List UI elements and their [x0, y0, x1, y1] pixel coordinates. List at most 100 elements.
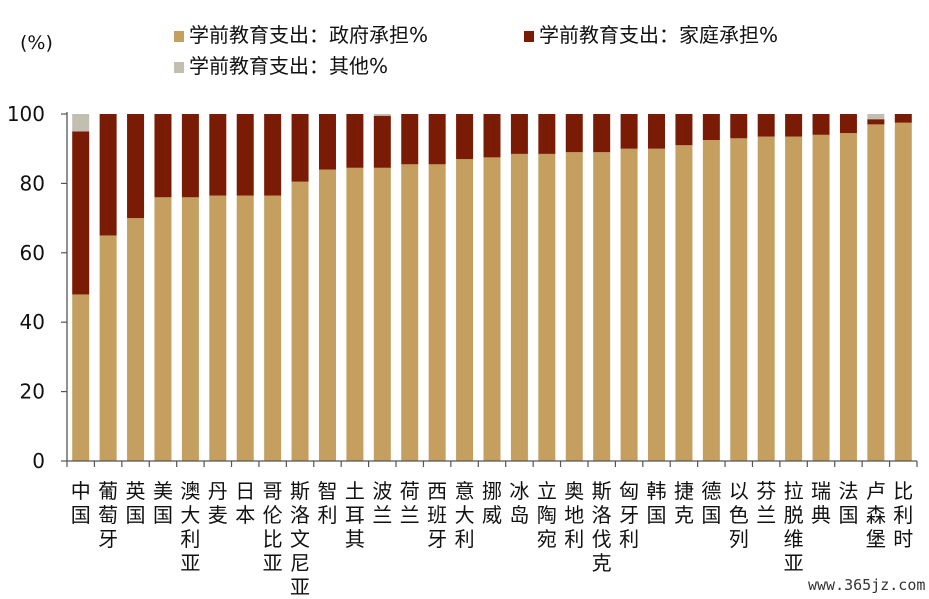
x-category-label: 法国	[838, 479, 858, 527]
x-category-label: 立陶宛	[537, 479, 557, 551]
x-category-label: 捷克	[674, 479, 694, 527]
bar-segment-government	[593, 152, 611, 462]
bar-segment-family	[593, 114, 611, 153]
bar-segment-government	[785, 136, 803, 461]
bar-segment-family	[72, 131, 90, 295]
bar-segment-other	[72, 114, 90, 132]
y-unit-label: (%)	[20, 32, 53, 54]
bar-segment-family	[894, 114, 912, 123]
x-category-label: 波兰	[372, 479, 392, 527]
legend-label: 学前教育支出：家庭承担%	[539, 23, 778, 47]
y-tick-label: 100	[7, 102, 45, 126]
legend-swatch	[524, 31, 534, 42]
bar-segment-government	[154, 197, 172, 461]
bar-segment-government	[127, 218, 145, 461]
y-tick-label: 0	[32, 449, 45, 473]
legend-label: 学前教育支出：政府承担%	[189, 23, 428, 47]
bar-segment-family	[483, 114, 501, 158]
x-category-label: 奥地利	[564, 479, 584, 551]
bar-segment-government	[291, 181, 309, 461]
x-category-label: 英国	[126, 479, 146, 527]
bar-segment-family	[456, 114, 474, 160]
x-category-label: 卢森堡	[866, 479, 886, 551]
bar-segment-family	[373, 115, 391, 168]
x-category-label: 以色列	[729, 479, 749, 551]
x-category-label: 斯洛伐克	[592, 479, 612, 575]
x-category-label: 西班牙	[427, 479, 447, 551]
bar-segment-government	[894, 122, 912, 462]
bar-segment-family	[620, 114, 638, 149]
bar-segment-family	[99, 114, 117, 236]
bar-segment-family	[812, 114, 830, 135]
y-tick-label: 40	[20, 310, 45, 334]
x-category-label: 冰岛	[509, 479, 529, 527]
bar-segment-government	[675, 145, 693, 462]
bar-segment-government	[565, 152, 583, 462]
x-category-label: 瑞典	[811, 479, 831, 527]
y-tick-label: 20	[20, 380, 45, 404]
bar-segment-family	[648, 114, 666, 149]
bar-segment-family	[181, 114, 199, 198]
legend: 学前教育支出：政府承担% 学前教育支出：家庭承担% 学前教育支出：其他%	[174, 23, 778, 78]
bar-segment-family	[428, 114, 446, 165]
bar-segment-government	[839, 133, 857, 461]
bar-segment-government	[510, 153, 528, 461]
bar-segment-family	[675, 114, 693, 146]
bar-segment-family	[318, 114, 336, 170]
legend-swatch	[174, 62, 184, 73]
x-category-label: 挪威	[482, 479, 502, 527]
bar-segment-government	[456, 159, 474, 462]
bar-segment-government	[538, 153, 556, 461]
legend-swatch	[174, 31, 184, 42]
legend-label: 学前教育支出：其他%	[189, 54, 388, 78]
bar-segment-family	[264, 114, 282, 196]
x-category-label: 美国	[153, 479, 173, 527]
x-category-label: 丹麦	[208, 479, 228, 527]
x-category-label: 比利时	[893, 479, 913, 551]
bar-segment-family	[565, 114, 583, 153]
bar-segment-government	[181, 197, 199, 461]
y-tick-label: 60	[20, 241, 45, 265]
bar-segment-government	[72, 294, 90, 461]
bar-segment-government	[264, 195, 282, 462]
x-category-label: 智利	[317, 479, 337, 527]
bar-segment-family	[757, 114, 775, 137]
bar-segment-family	[510, 114, 528, 154]
x-category-label: 澳大利亚	[180, 479, 200, 575]
bar-segment-family	[730, 114, 748, 139]
bar-segment-family	[538, 114, 556, 154]
bar-segment-family	[291, 114, 309, 182]
bar-segment-government	[702, 140, 720, 461]
bar-segment-government	[757, 136, 775, 461]
bar-segment-government	[318, 169, 336, 461]
x-category-label: 日本	[235, 479, 255, 527]
x-category-label: 哥伦比亚	[263, 479, 283, 575]
bar-segment-government	[620, 148, 638, 461]
x-category-label: 韩国	[647, 479, 667, 527]
bar-segment-family	[154, 114, 172, 198]
x-category-label: 荷兰	[400, 479, 420, 527]
watermark: www.365jz.com	[808, 576, 925, 594]
x-category-label: 芬兰	[756, 479, 776, 527]
bar-segment-family	[839, 114, 857, 134]
bar-segment-family	[702, 114, 720, 141]
bar-segment-government	[867, 124, 885, 461]
bar-segment-government	[99, 235, 117, 461]
x-category-label: 斯洛文尼亚	[290, 479, 310, 599]
x-axis: 中国葡萄牙英国美国澳大利亚丹麦日本哥伦比亚斯洛文尼亚智利土耳其波兰荷兰西班牙意大…	[66, 460, 918, 599]
bar-segment-family	[346, 114, 364, 168]
bar-segment-family	[867, 119, 885, 125]
bar-segment-government	[730, 138, 748, 462]
bar-segment-other	[373, 114, 391, 116]
bar-segment-other	[867, 114, 885, 120]
bar-segment-government	[346, 167, 364, 462]
x-category-label: 德国	[701, 479, 721, 527]
bars-group	[72, 114, 912, 462]
x-category-label: 拉脱维亚	[784, 479, 804, 575]
bar-segment-government	[236, 195, 254, 462]
bar-segment-family	[209, 114, 227, 196]
bar-segment-family	[236, 114, 254, 196]
bar-segment-government	[373, 167, 391, 462]
x-category-label: 葡萄牙	[98, 479, 118, 551]
